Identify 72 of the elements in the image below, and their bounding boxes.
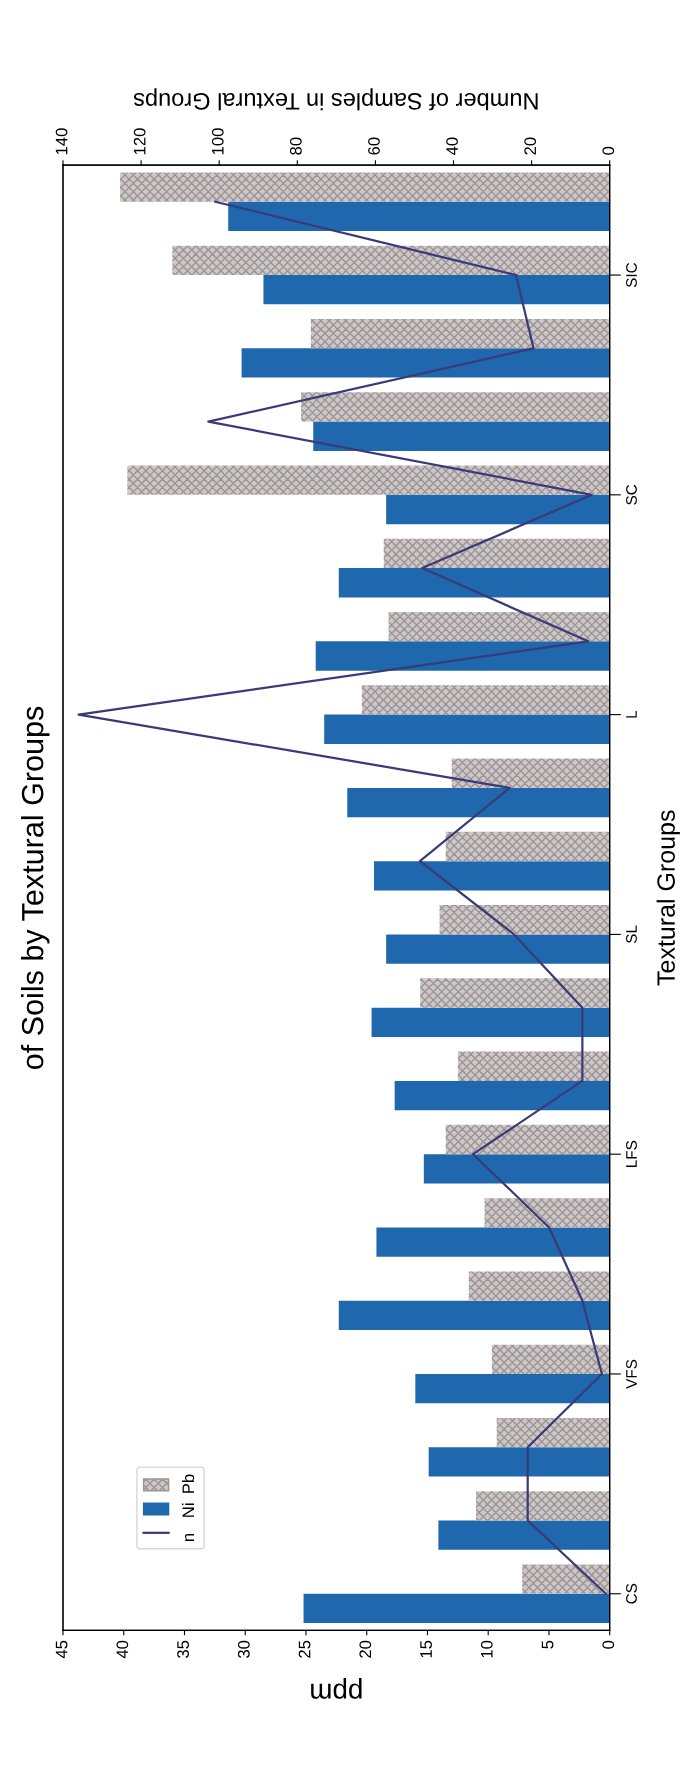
bar (172, 245, 610, 276)
bar (347, 787, 610, 818)
y-tick-label: SL (626, 925, 637, 944)
x-axis-title: ppm (311, 1678, 362, 1699)
x-tick-label: 45 (55, 1640, 68, 1659)
bar (445, 1124, 610, 1155)
bar (439, 905, 610, 935)
y-tick-label: CS (626, 1583, 637, 1604)
bar (228, 201, 610, 232)
bar (324, 714, 610, 744)
x-tick-label: 40 (116, 1640, 129, 1659)
bar (127, 465, 610, 495)
bar (374, 861, 610, 891)
bar (338, 568, 610, 598)
bar (420, 978, 610, 1008)
x2-tick-label: 120 (133, 128, 146, 155)
x2-tick-label: 0 (602, 146, 615, 155)
x-tick-label: 20 (359, 1640, 372, 1658)
x2-tick-label: 40 (446, 137, 458, 156)
bar (388, 612, 610, 642)
x-tick-label: 15 (420, 1640, 432, 1658)
legend-label: Pb (181, 1474, 195, 1493)
x2-tick-label: 60 (368, 137, 380, 155)
bar (386, 494, 610, 525)
bar (468, 1271, 610, 1301)
x-tick-label: 0 (602, 1640, 615, 1649)
bar (415, 1373, 610, 1404)
bar (445, 831, 610, 862)
bar (484, 1198, 610, 1228)
y-tick-label: L (626, 710, 637, 718)
x2-axis-title: Number of Samples in Textural Groups (134, 88, 538, 111)
bar (451, 758, 610, 788)
bar (476, 1491, 610, 1521)
y-tick-label: SIC (626, 262, 637, 288)
y-axis-title: Textural Groups (656, 810, 680, 986)
bar (438, 1520, 610, 1550)
x2-tick-label: 100 (211, 128, 224, 155)
bar (496, 1417, 610, 1448)
x-tick-label: 10 (480, 1640, 493, 1658)
bar (522, 1564, 610, 1594)
bar (338, 1300, 610, 1330)
bar (386, 934, 610, 964)
bar (428, 1447, 610, 1477)
bar (491, 1344, 610, 1374)
bar (457, 1051, 610, 1081)
x2-tick-label: 80 (289, 137, 302, 155)
y-tick-label: VFS (626, 1359, 637, 1389)
bar (315, 641, 610, 671)
bar (394, 1080, 610, 1111)
bar (303, 1593, 610, 1624)
x2-tick-label: 20 (524, 137, 537, 155)
bar (263, 275, 610, 305)
bar (423, 1154, 610, 1184)
x-tick-label: 30 (237, 1640, 250, 1658)
x-tick-label: 5 (541, 1640, 554, 1649)
x2-tick-label: 140 (55, 128, 68, 155)
x-tick-label: 25 (298, 1640, 311, 1658)
legend-label: n (185, 1533, 195, 1541)
bar (376, 1227, 610, 1257)
bar (310, 319, 610, 349)
bar (361, 685, 610, 715)
bar (371, 1007, 610, 1037)
bar (301, 392, 610, 422)
y-tick-label: LFS (626, 1140, 637, 1167)
bar (241, 348, 610, 378)
text: of Soils by Textural Groups (21, 706, 50, 1069)
x-tick-label: 35 (177, 1640, 189, 1658)
bar (383, 538, 610, 569)
bar (120, 172, 610, 202)
bar (313, 421, 610, 451)
legend-label: Ni (181, 1503, 195, 1517)
y-tick-label: SC (626, 484, 637, 505)
